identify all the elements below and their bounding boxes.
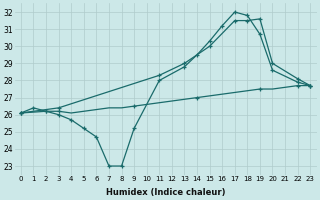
X-axis label: Humidex (Indice chaleur): Humidex (Indice chaleur): [106, 188, 225, 197]
